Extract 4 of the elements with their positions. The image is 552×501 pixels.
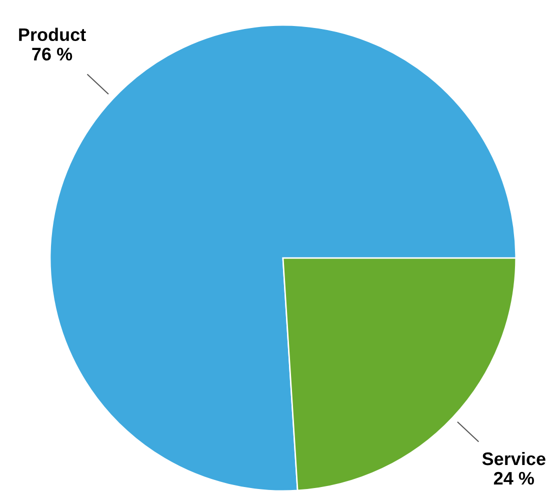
data-label: 24 %: [494, 472, 534, 485]
slice-label: Product: [19, 28, 86, 42]
data-label: 76 %: [32, 48, 72, 61]
slice-label: Service: [482, 452, 546, 466]
